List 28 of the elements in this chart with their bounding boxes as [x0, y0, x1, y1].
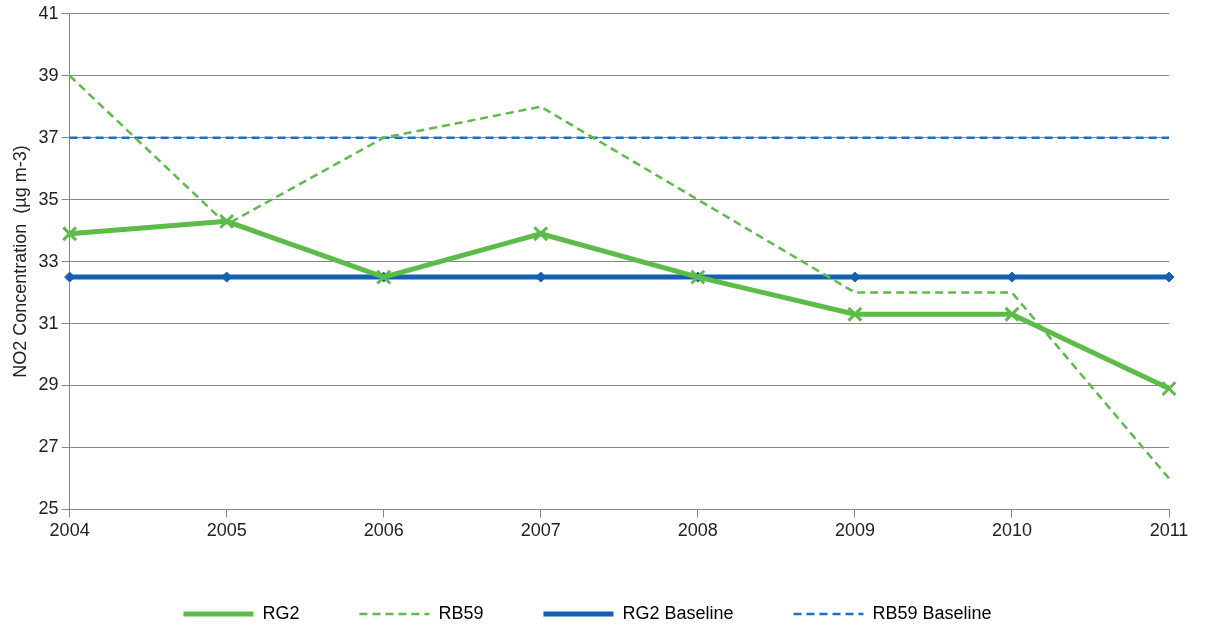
point — [218, 213, 235, 230]
x-tick-label: 2009 — [834, 520, 875, 541]
y-axis-title: NO2 Concentration (µg m-3) — [9, 145, 30, 378]
x-tick-label: 2006 — [363, 520, 404, 541]
x-tick-label: 2005 — [206, 520, 247, 541]
point — [847, 306, 863, 323]
y-tick-label: 33 — [38, 250, 59, 271]
point — [1161, 380, 1177, 397]
y-tick-label: 29 — [38, 374, 59, 395]
legend-label: RB59 — [438, 602, 484, 623]
legend-label: RG2 — [262, 602, 300, 623]
y-tick-label: 41 — [38, 2, 59, 23]
legend-label: RG2 Baseline — [622, 602, 734, 623]
y-tick-label: 35 — [38, 188, 59, 209]
y-tick-label: 39 — [38, 64, 59, 85]
legend-label: RB59 Baseline — [872, 602, 992, 623]
point — [1004, 306, 1020, 323]
y-tick-label: 25 — [38, 498, 59, 519]
x-tick-label: 2010 — [991, 520, 1032, 541]
x-tick-label: 2011 — [1149, 520, 1189, 541]
x-tick-label: 2008 — [677, 520, 718, 541]
y-tick-label: 37 — [38, 126, 59, 147]
x-tick-label: 2007 — [520, 520, 561, 541]
y-tick-label: 27 — [38, 436, 59, 457]
y-tick-label: 31 — [38, 312, 59, 333]
x-tick-label: 2004 — [49, 520, 90, 541]
point — [61, 225, 78, 242]
point — [532, 225, 549, 242]
